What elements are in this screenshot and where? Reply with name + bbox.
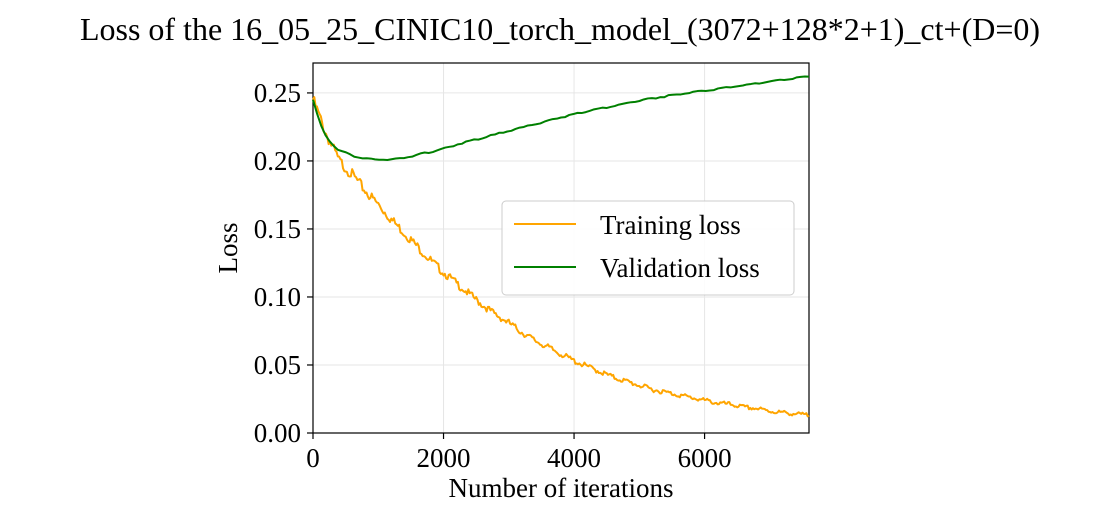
y-tick-label: 0.15 <box>254 214 301 244</box>
legend-label-validation: Validation loss <box>600 253 760 283</box>
x-tick-label: 4000 <box>547 443 601 473</box>
series-line-training <box>312 96 810 418</box>
y-tick-label: 0.25 <box>254 78 301 108</box>
x-tick-label: 0 <box>306 443 320 473</box>
y-tick-label: 0.20 <box>254 146 301 176</box>
y-tick-label: 0.00 <box>254 418 301 448</box>
x-tick-label: 2000 <box>417 443 471 473</box>
y-tick-label: 0.05 <box>254 350 301 380</box>
x-tick-label: 6000 <box>678 443 732 473</box>
y-tick-label: 0.10 <box>254 282 301 312</box>
legend-label-training: Training loss <box>600 210 741 240</box>
series-line-validation <box>312 75 810 161</box>
x-axis-label: Number of iterations <box>449 473 674 503</box>
axis-ticks: 0.00 0.05 0.10 0.15 0.20 0.25 0 2000 4000 6000 <box>254 78 732 473</box>
chart-title: Loss of the 16_05_25_CINIC10_torch_model… <box>80 11 1040 47</box>
plot-frame <box>312 62 810 434</box>
series-layer <box>312 75 810 418</box>
legend: Training loss Validation loss <box>501 200 795 296</box>
y-axis-label: Loss <box>213 222 243 273</box>
